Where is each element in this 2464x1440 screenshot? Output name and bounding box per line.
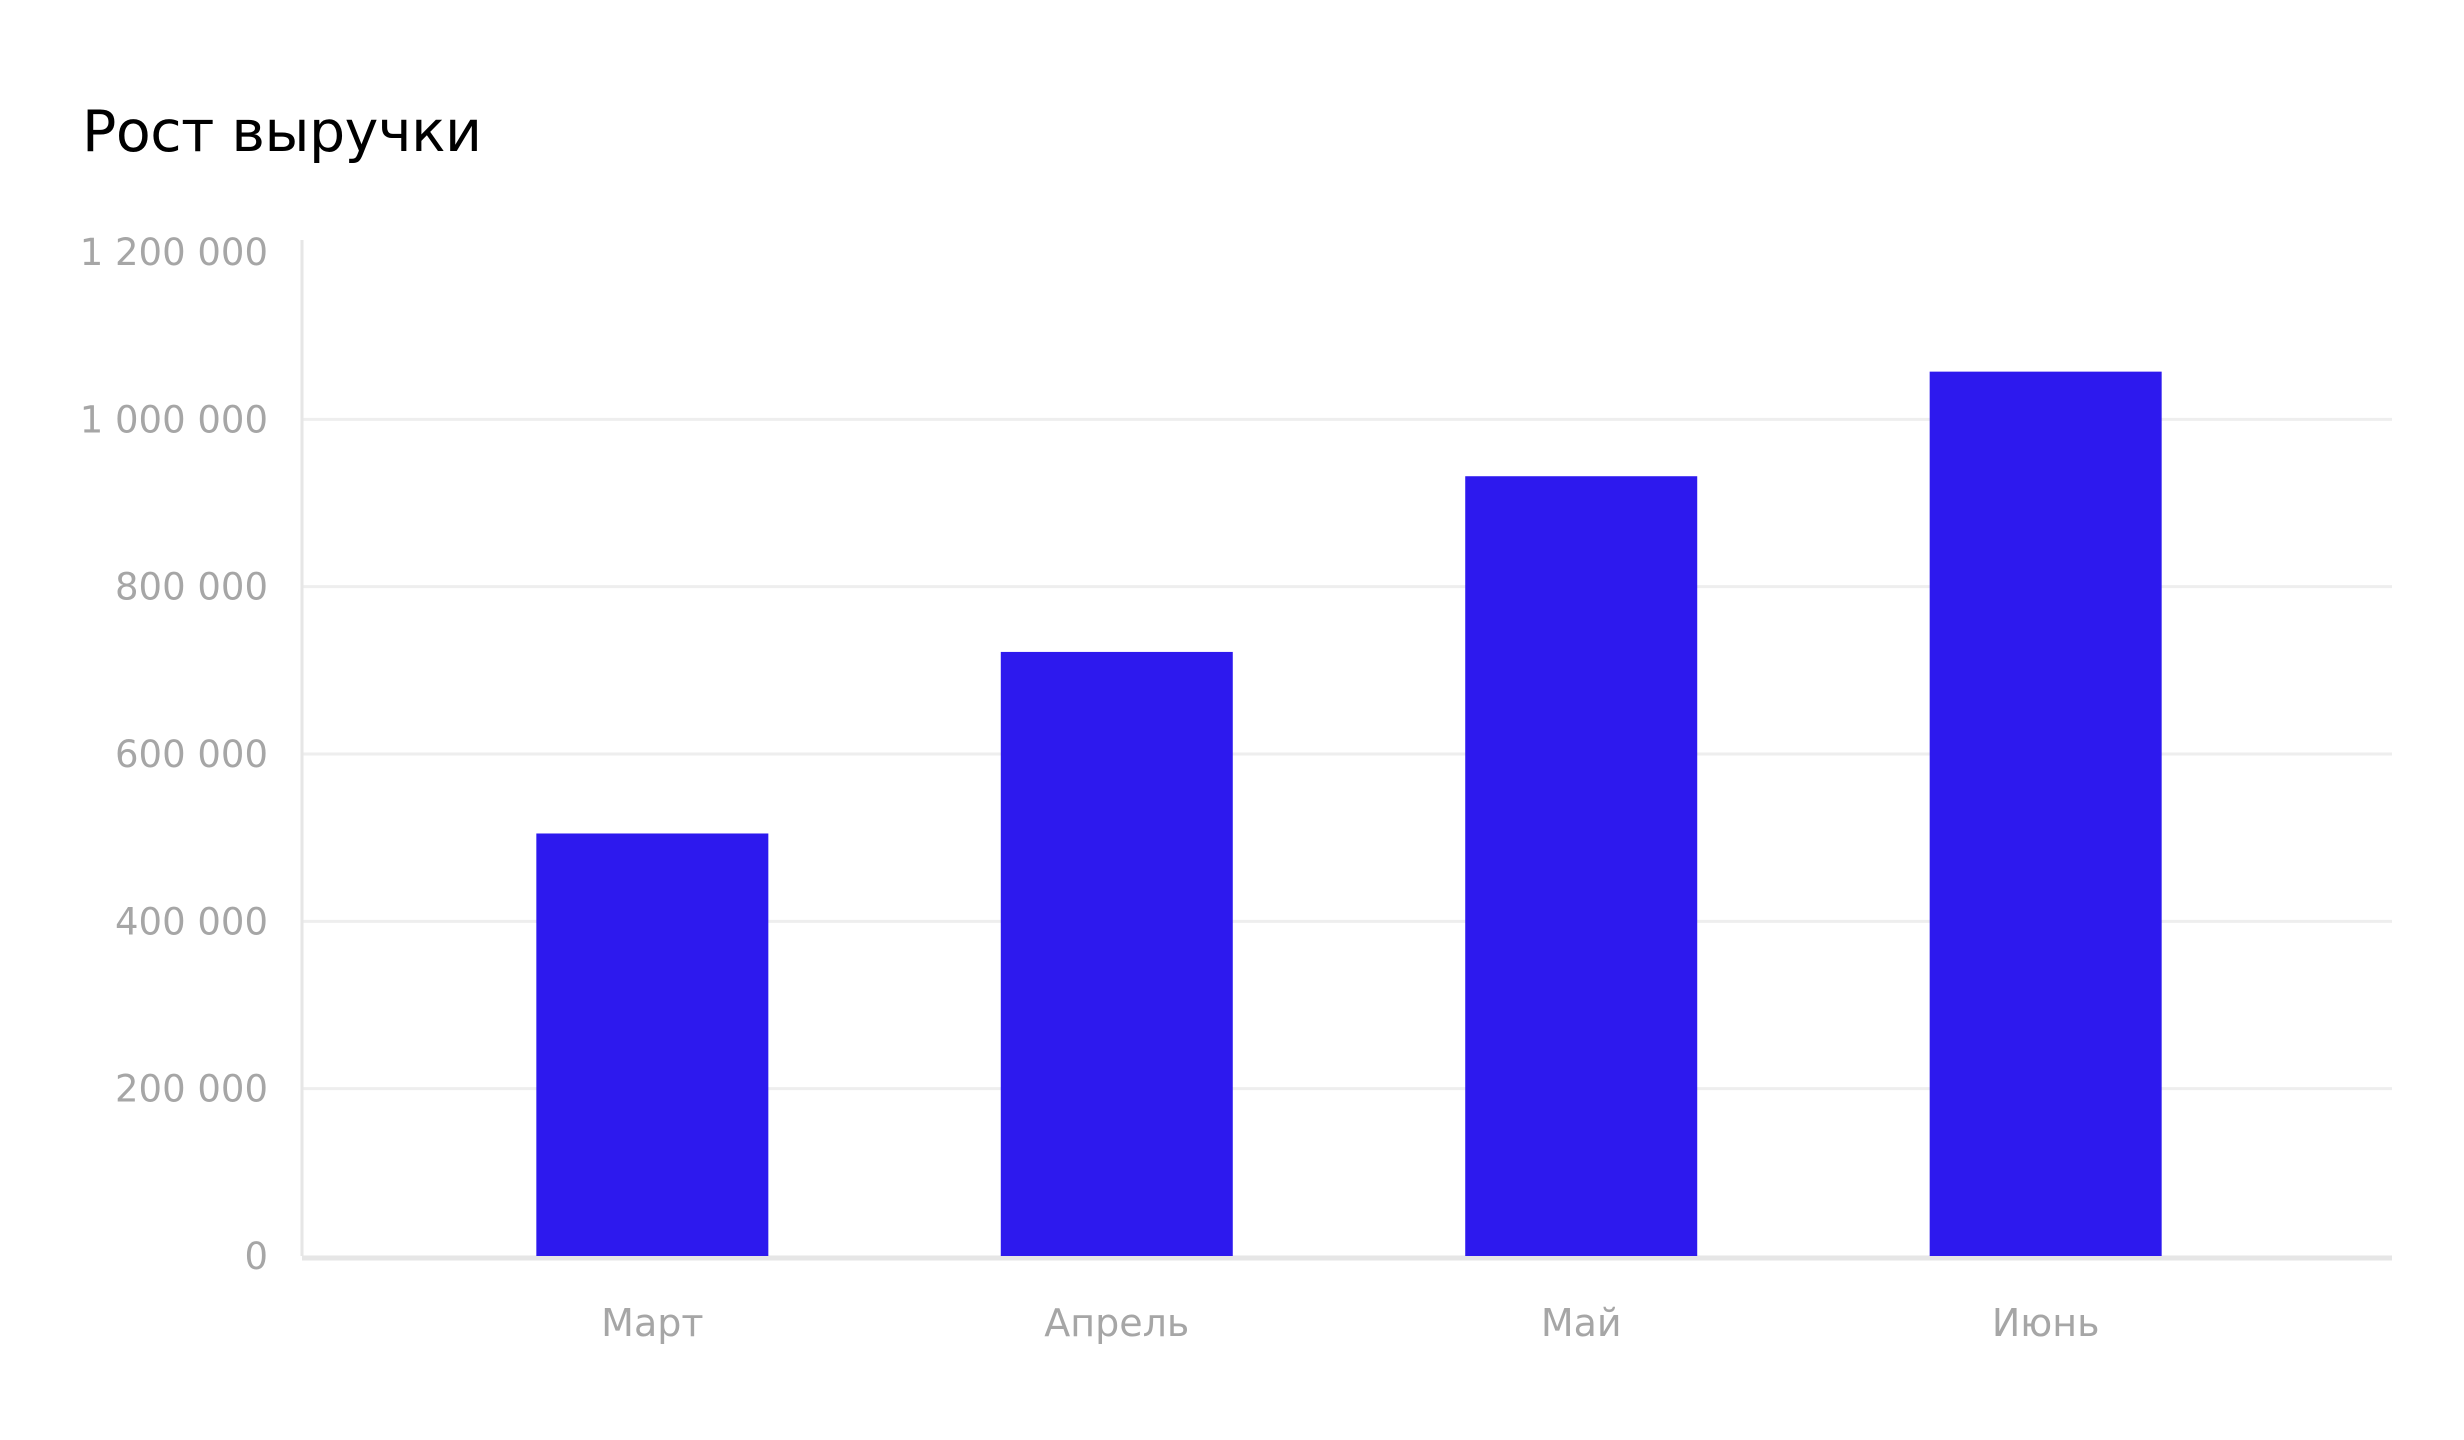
x-category-label: Июнь <box>1992 1301 2100 1345</box>
y-tick-label: 1 000 000 <box>80 398 268 441</box>
x-category-label: Март <box>601 1301 703 1345</box>
chart-title: Рост выручки <box>82 99 482 165</box>
axes <box>300 240 2392 1261</box>
x-category-label: Апрель <box>1044 1301 1189 1345</box>
bars <box>536 371 2162 1257</box>
y-tick-label: 400 000 <box>115 900 268 943</box>
y-tick-label: 200 000 <box>115 1068 268 1111</box>
bar <box>1000 651 1233 1256</box>
bar <box>536 833 769 1256</box>
bar <box>1929 371 2162 1257</box>
y-axis-tick-labels: 0 200 000 400 000 600 000 800 000 1 000 000 1 … <box>80 231 268 1278</box>
bar <box>1465 476 1698 1256</box>
y-tick-label: 0 <box>244 1235 268 1278</box>
x-axis-category-labels: Март Апрель Май Июнь <box>601 1301 2099 1345</box>
y-tick-label: 600 000 <box>115 733 268 776</box>
y-tick-label: 1 200 000 <box>80 231 268 274</box>
y-tick-label: 800 000 <box>115 566 268 609</box>
x-category-label: Май <box>1541 1301 1622 1345</box>
